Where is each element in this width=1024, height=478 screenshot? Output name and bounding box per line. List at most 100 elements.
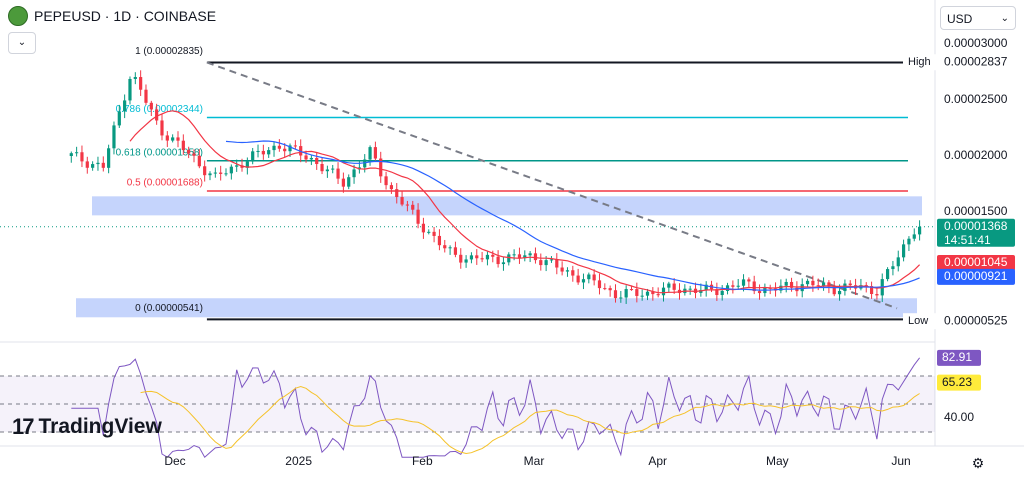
candle-body bbox=[416, 209, 420, 224]
candle-body bbox=[661, 287, 666, 296]
candle bbox=[336, 162, 340, 184]
candle-body bbox=[192, 153, 196, 156]
candle bbox=[160, 113, 164, 141]
candle bbox=[800, 278, 804, 298]
candle bbox=[331, 164, 335, 174]
candle-body bbox=[635, 289, 639, 296]
candle-body bbox=[587, 274, 591, 280]
candle-body bbox=[816, 285, 820, 287]
candle-body bbox=[667, 283, 671, 288]
candle bbox=[869, 281, 874, 299]
candle bbox=[640, 289, 644, 301]
candle bbox=[624, 285, 628, 304]
candle bbox=[101, 156, 105, 172]
candle bbox=[891, 260, 895, 276]
candle bbox=[171, 134, 175, 143]
candle-body bbox=[907, 238, 911, 245]
candle-body bbox=[688, 288, 692, 290]
rsi-tag-value: 65.23 bbox=[942, 375, 972, 389]
candle bbox=[421, 217, 426, 239]
price-axis-tick: 0.00002000 bbox=[944, 148, 1008, 162]
candle bbox=[459, 248, 463, 269]
candle-body bbox=[789, 281, 794, 288]
candle-body bbox=[421, 223, 426, 233]
candle-body bbox=[112, 125, 116, 149]
candle bbox=[757, 284, 762, 300]
candle-body bbox=[443, 245, 447, 249]
candle bbox=[496, 250, 500, 268]
candle bbox=[480, 251, 484, 263]
price-tag-label: High bbox=[908, 56, 931, 68]
candle bbox=[203, 160, 207, 182]
candle-body bbox=[747, 279, 751, 282]
candle bbox=[443, 239, 447, 253]
candle bbox=[325, 165, 329, 178]
candle-body bbox=[640, 295, 644, 297]
price-tag-value: 0.00002837 bbox=[944, 54, 1008, 68]
candle bbox=[389, 182, 394, 194]
candle-body bbox=[704, 284, 708, 290]
candle bbox=[405, 200, 410, 212]
descending-trendline bbox=[206, 61, 898, 310]
candle bbox=[352, 164, 356, 184]
symbol-header: PEPEUSD · 1D · COINBASE bbox=[8, 6, 216, 26]
candle bbox=[720, 285, 724, 301]
price-tag-value: 0.00000921 bbox=[944, 269, 1008, 283]
time-axis-tick: Apr bbox=[648, 454, 667, 468]
candle-body bbox=[848, 283, 852, 286]
collapse-legend-button[interactable]: ⌄ bbox=[8, 32, 36, 54]
candle bbox=[576, 268, 580, 285]
pepe-coin-icon bbox=[8, 6, 28, 26]
candle-body bbox=[149, 102, 153, 110]
candle bbox=[144, 84, 148, 106]
price-tag-label-bg bbox=[903, 54, 937, 71]
candle bbox=[683, 284, 687, 296]
candle-body bbox=[235, 165, 239, 167]
candle bbox=[395, 183, 399, 204]
candle-body bbox=[117, 111, 121, 126]
candle bbox=[187, 146, 191, 159]
candle bbox=[112, 121, 116, 155]
candle-body bbox=[896, 257, 900, 267]
candle-body bbox=[725, 285, 730, 291]
candle-body bbox=[331, 168, 335, 170]
candle bbox=[256, 144, 260, 158]
candle-body bbox=[336, 168, 340, 179]
candle-body bbox=[171, 137, 175, 141]
candle bbox=[309, 155, 313, 166]
candle-body bbox=[811, 280, 815, 286]
candle bbox=[896, 250, 900, 272]
candle bbox=[293, 140, 297, 150]
candle-body bbox=[544, 260, 548, 266]
candle-body bbox=[613, 290, 618, 299]
candle bbox=[811, 275, 815, 292]
candle bbox=[528, 251, 532, 263]
candle-body bbox=[459, 254, 463, 263]
candle bbox=[779, 279, 783, 294]
candle-body bbox=[229, 166, 233, 174]
candle bbox=[507, 252, 511, 266]
candle bbox=[805, 278, 810, 287]
candle-body bbox=[320, 164, 324, 172]
candle-body bbox=[480, 258, 484, 260]
candle bbox=[752, 275, 756, 295]
candle bbox=[848, 280, 852, 290]
chart-settings-icon[interactable]: ⚙ bbox=[971, 455, 985, 471]
candle bbox=[688, 285, 692, 295]
rsi-axis-tick: 40.00 bbox=[944, 410, 974, 424]
candle-body bbox=[475, 255, 479, 259]
candle-body bbox=[133, 77, 137, 79]
candle-body bbox=[560, 267, 564, 272]
currency-select[interactable]: USD ⌄ bbox=[940, 6, 1016, 30]
tradingview-logo: 17 TradingView bbox=[12, 414, 162, 440]
candle-body bbox=[528, 253, 532, 256]
candle bbox=[539, 253, 543, 271]
candle bbox=[912, 228, 916, 242]
candle-body bbox=[757, 291, 762, 294]
candle-body bbox=[123, 100, 127, 112]
candle bbox=[251, 147, 255, 165]
price-tag: Low 0.00000525 bbox=[903, 313, 1015, 330]
candle-body bbox=[437, 235, 442, 246]
candle-body bbox=[912, 234, 916, 239]
